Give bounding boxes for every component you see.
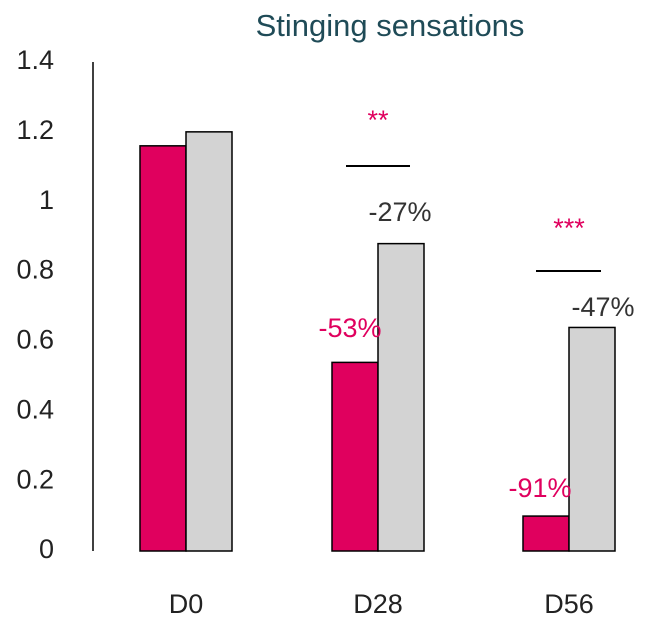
x-tick-label: D56 xyxy=(544,589,594,619)
y-tick-label: 1.2 xyxy=(16,115,54,145)
bar xyxy=(331,361,379,552)
y-tick-label: 0.4 xyxy=(16,394,54,424)
x-tick-label: D0 xyxy=(169,589,204,619)
y-tick-label: 0 xyxy=(39,534,54,564)
bar xyxy=(185,131,233,552)
chart-title: Stinging sensations xyxy=(256,8,525,43)
annotation: *** xyxy=(553,213,585,243)
y-tick-label: 1 xyxy=(39,185,54,215)
y-tick-label: 1.4 xyxy=(16,45,54,75)
bar xyxy=(377,242,425,552)
annotation: ** xyxy=(367,105,389,135)
bar xyxy=(568,326,616,552)
x-tick-label: D28 xyxy=(353,589,403,619)
bar xyxy=(139,145,187,552)
annotation: -53% xyxy=(318,313,381,343)
annotation: -47% xyxy=(571,292,634,322)
bar xyxy=(522,515,570,552)
annotation: -91% xyxy=(508,473,571,503)
y-tick-label: 0.8 xyxy=(16,255,54,285)
y-tick-label: 0.6 xyxy=(16,325,54,355)
y-tick-label: 0.2 xyxy=(16,464,54,494)
annotation: -27% xyxy=(368,197,431,227)
